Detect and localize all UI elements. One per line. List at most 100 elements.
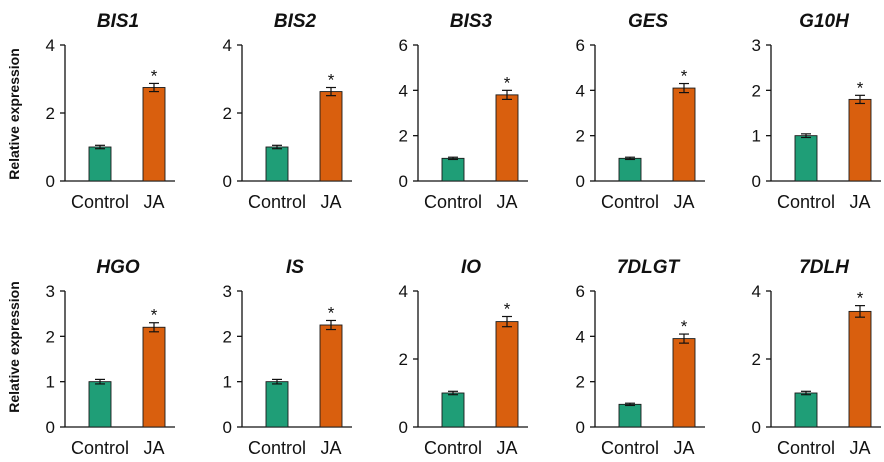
- y-tick-label: 0: [752, 418, 761, 437]
- y-tick-label: 2: [576, 373, 585, 392]
- significance-marker: *: [328, 71, 335, 90]
- x-category-label: JA: [496, 192, 517, 212]
- y-tick-label: 6: [399, 36, 408, 55]
- y-axis-label-row-2: Relative expression: [6, 281, 22, 413]
- bar-control: [794, 392, 818, 428]
- y-tick-label: 2: [46, 104, 55, 123]
- y-tick-label: 4: [46, 36, 55, 55]
- bar-ja: [848, 310, 872, 428]
- y-tick-label: 0: [223, 172, 232, 191]
- bar-control: [618, 403, 642, 428]
- y-tick-label: 0: [752, 172, 761, 191]
- y-tick-label: 3: [223, 282, 232, 301]
- x-category-label: JA: [849, 438, 870, 457]
- chart-panel-bis2: BIS2 0 2 4 Control * JA: [223, 11, 352, 212]
- x-category-label: Control: [777, 438, 835, 457]
- chart-panel-hgo: HGO 0 1 2 3 Control * JA: [46, 257, 175, 458]
- x-category-label: Control: [777, 192, 835, 212]
- y-tick-label: 0: [223, 418, 232, 437]
- bar-ja: [848, 98, 872, 182]
- chart-title: HGO: [96, 257, 140, 278]
- x-category-label: Control: [424, 438, 482, 457]
- significance-marker: *: [857, 78, 864, 97]
- chart-panel-bis1: BIS1 0 2 4 Control * JA: [46, 11, 175, 212]
- y-tick-label: 0: [399, 172, 408, 191]
- significance-marker: *: [151, 306, 158, 325]
- x-category-label: JA: [673, 438, 694, 457]
- significance-marker: *: [504, 300, 511, 319]
- significance-marker: *: [857, 289, 864, 308]
- y-tick-label: 4: [576, 327, 585, 346]
- bar-control: [265, 146, 289, 182]
- significance-marker: *: [681, 67, 688, 86]
- y-tick-label: 2: [752, 81, 761, 100]
- bar-control: [618, 157, 642, 182]
- y-tick-label: 4: [399, 81, 408, 100]
- bar-control: [88, 381, 112, 428]
- x-category-label: JA: [143, 438, 164, 457]
- significance-marker: *: [504, 73, 511, 92]
- bar-ja: [319, 324, 343, 428]
- y-tick-label: 4: [223, 36, 232, 55]
- chart-title: 7DLGT: [617, 257, 681, 278]
- chart-title: 7DLH: [799, 257, 850, 278]
- y-tick-label: 0: [576, 172, 585, 191]
- chart-title: GES: [628, 11, 668, 32]
- x-category-label: JA: [320, 438, 341, 457]
- bar-control: [88, 146, 112, 182]
- chart-title: BIS3: [450, 11, 493, 32]
- y-tick-label: 2: [46, 327, 55, 346]
- chart-panel-io: IO 0 2 4 Control * JA: [399, 257, 528, 458]
- significance-marker: *: [681, 317, 688, 336]
- y-tick-label: 2: [223, 327, 232, 346]
- x-category-label: Control: [248, 192, 306, 212]
- y-tick-label: 0: [576, 418, 585, 437]
- bar-ja: [672, 338, 696, 428]
- x-category-label: JA: [320, 192, 341, 212]
- bar-control: [265, 381, 289, 428]
- y-tick-label: 1: [46, 373, 55, 392]
- x-category-label: JA: [496, 438, 517, 457]
- x-category-label: Control: [424, 192, 482, 212]
- y-tick-label: 1: [752, 127, 761, 146]
- bar-control: [794, 135, 818, 182]
- y-axis-label-row-1: Relative expression: [6, 48, 22, 180]
- y-tick-label: 2: [399, 350, 408, 369]
- chart-panel-7dlgt: 7DLGT 0 2 4 6 Control * JA: [576, 257, 705, 458]
- bar-ja: [672, 87, 696, 182]
- y-tick-label: 3: [752, 36, 761, 55]
- chart-panel-is: IS 0 1 2 3 Control * JA: [223, 257, 352, 458]
- x-category-label: JA: [849, 192, 870, 212]
- chart-panel-bis3: BIS3 0 2 4 6 Control * JA: [399, 11, 528, 212]
- x-category-label: Control: [71, 192, 129, 212]
- y-tick-label: 0: [46, 172, 55, 191]
- y-tick-label: 2: [399, 127, 408, 146]
- chart-title: BIS2: [274, 11, 317, 32]
- y-tick-label: 2: [752, 350, 761, 369]
- y-tick-label: 2: [223, 104, 232, 123]
- bar-ja: [319, 91, 343, 182]
- bar-control: [441, 392, 465, 428]
- significance-marker: *: [328, 303, 335, 322]
- y-tick-label: 6: [576, 36, 585, 55]
- x-category-label: Control: [601, 438, 659, 457]
- bar-ja: [495, 94, 519, 182]
- bar-ja: [142, 87, 166, 182]
- y-tick-label: 0: [399, 418, 408, 437]
- chart-title: G10H: [799, 11, 850, 32]
- chart-title: BIS1: [97, 11, 139, 32]
- x-category-label: JA: [143, 192, 164, 212]
- x-category-label: Control: [248, 438, 306, 457]
- y-tick-label: 0: [46, 418, 55, 437]
- x-category-label: Control: [601, 192, 659, 212]
- x-category-label: JA: [673, 192, 694, 212]
- chart-panel-g10h: G10H 0 1 2 3 Control * JA: [752, 11, 881, 212]
- y-tick-label: 2: [576, 127, 585, 146]
- y-tick-label: 6: [576, 282, 585, 301]
- y-tick-label: 4: [576, 81, 585, 100]
- y-tick-label: 4: [399, 282, 408, 301]
- bar-ja: [495, 321, 519, 428]
- x-category-label: Control: [71, 438, 129, 457]
